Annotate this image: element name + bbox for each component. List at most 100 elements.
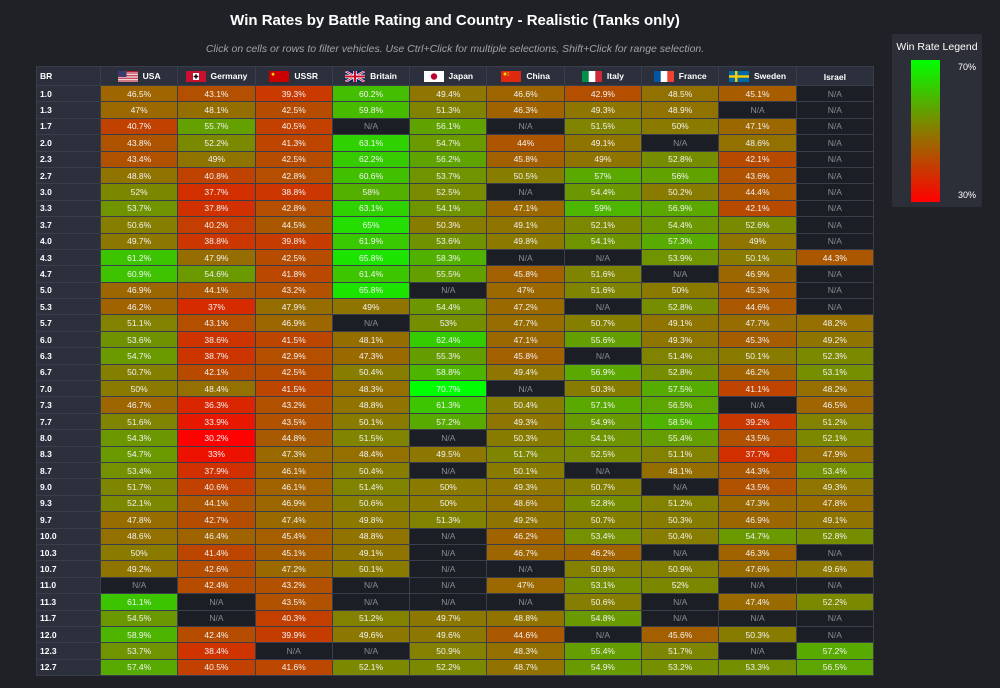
win-rate-cell[interactable]: 41.3% <box>254 134 333 152</box>
win-rate-cell[interactable]: 46.5% <box>795 396 875 414</box>
br-label[interactable]: 3.7 <box>36 216 101 234</box>
win-rate-cell[interactable]: 39.9% <box>254 625 333 644</box>
win-rate-cell[interactable]: 55.6% <box>563 330 643 349</box>
win-rate-cell[interactable]: 47.8% <box>99 511 179 529</box>
win-rate-cell[interactable]: 50.3% <box>409 216 488 234</box>
table-row[interactable]: 4.7 60.9% 54.6% 41.8% 61.4% 55.5% 45.8% 51.6% N/… <box>36 265 875 283</box>
win-rate-cell[interactable]: 50% <box>641 117 720 136</box>
win-rate-cell[interactable]: 57.1% <box>563 396 643 414</box>
win-rate-cell[interactable]: 48.2% <box>795 380 875 398</box>
win-rate-cell[interactable]: 46.7% <box>99 396 179 414</box>
win-rate-cell[interactable]: 37.7% <box>177 183 256 201</box>
win-rate-cell[interactable]: 44.3% <box>718 461 797 480</box>
win-rate-cell[interactable]: 54.7% <box>718 527 797 545</box>
win-rate-cell[interactable]: 54.1% <box>563 232 643 250</box>
win-rate-cell[interactable]: 57.2% <box>409 412 488 431</box>
win-rate-cell[interactable]: 50.1% <box>486 461 565 480</box>
win-rate-cell[interactable]: 51.6% <box>563 265 643 283</box>
win-rate-cell[interactable]: 42.5% <box>254 363 333 382</box>
table-row[interactable]: 1.0 46.5% 43.1% 39.3% 60.2% 49.4% 46.6% 42.9% 48… <box>36 84 875 103</box>
win-rate-cell[interactable]: 50.6% <box>563 593 643 611</box>
win-rate-cell[interactable]: 37.8% <box>177 199 256 218</box>
br-label[interactable]: 11.7 <box>36 609 101 627</box>
win-rate-cell[interactable]: 50.1% <box>331 412 411 431</box>
win-rate-cell[interactable]: 42.9% <box>254 347 333 365</box>
win-rate-cell[interactable]: 50.4% <box>331 363 411 382</box>
win-rate-cell[interactable]: 56.1% <box>409 117 488 136</box>
win-rate-cell[interactable]: 47.9% <box>795 445 875 463</box>
win-rate-cell[interactable]: 42.1% <box>718 150 797 168</box>
win-rate-cell[interactable]: 52.8% <box>563 494 643 513</box>
win-rate-cell[interactable]: 41.5% <box>254 330 333 349</box>
win-rate-cell[interactable]: 49% <box>177 150 256 168</box>
win-rate-cell[interactable]: 39.8% <box>254 232 333 250</box>
win-rate-cell[interactable]: 37.9% <box>177 461 256 480</box>
win-rate-cell[interactable]: 57.5% <box>641 380 720 398</box>
win-rate-cell[interactable]: N/A <box>795 543 875 562</box>
win-rate-cell[interactable]: 51.6% <box>563 281 643 300</box>
win-rate-cell[interactable]: 50.3% <box>486 429 565 447</box>
br-label[interactable]: 3.0 <box>36 183 101 201</box>
br-label[interactable]: 6.0 <box>36 330 101 349</box>
table-row[interactable]: 12.0 58.9% 42.4% 39.9% 49.6% 49.6% 44.6% N/A 45.… <box>36 625 875 644</box>
table-row[interactable]: 1.7 40.7% 55.7% 40.5% N/A 56.1% N/A 51.5% 50% 47.… <box>36 117 875 136</box>
country-header-china[interactable]: China <box>486 66 565 86</box>
win-rate-cell[interactable]: 57.3% <box>641 232 720 250</box>
win-rate-cell[interactable]: N/A <box>563 625 643 644</box>
br-label[interactable]: 4.3 <box>36 248 101 267</box>
win-rate-cell[interactable]: 47.7% <box>486 314 565 332</box>
win-rate-cell[interactable]: 50.7% <box>563 314 643 332</box>
win-rate-cell[interactable]: N/A <box>486 380 565 398</box>
win-rate-cell[interactable]: 61.3% <box>409 396 488 414</box>
br-label[interactable]: 4.0 <box>36 232 101 250</box>
win-rate-cell[interactable]: 56.9% <box>641 199 720 218</box>
win-rate-cell[interactable]: 58.8% <box>409 363 488 382</box>
win-rate-cell[interactable]: 41.1% <box>718 380 797 398</box>
win-rate-cell[interactable]: 50.3% <box>563 380 643 398</box>
table-row[interactable]: 7.7 51.6% 33.9% 43.5% 50.1% 57.2% 49.3% 54.9% 58… <box>36 412 875 431</box>
br-label[interactable]: 3.3 <box>36 199 101 218</box>
win-rate-cell[interactable]: 43.1% <box>177 314 256 332</box>
win-rate-cell[interactable]: 55.4% <box>563 642 643 660</box>
win-rate-cell[interactable]: N/A <box>254 642 333 660</box>
win-rate-cell[interactable]: 49.5% <box>409 445 488 463</box>
win-rate-cell[interactable]: 52.8% <box>641 363 720 382</box>
win-rate-cell[interactable]: 44% <box>486 134 565 152</box>
table-row[interactable]: 4.0 49.7% 38.8% 39.8% 61.9% 53.6% 49.8% 54.1% 57… <box>36 232 875 250</box>
win-rate-cell[interactable]: 50.1% <box>718 347 797 365</box>
win-rate-cell[interactable]: 62.2% <box>331 150 411 168</box>
win-rate-cell[interactable]: N/A <box>331 117 411 136</box>
win-rate-cell[interactable]: 54.4% <box>409 298 488 316</box>
table-row[interactable]: 9.3 52.1% 44.1% 46.9% 50.6% 50% 48.6% 52.8% 51.2… <box>36 494 875 513</box>
win-rate-cell[interactable]: N/A <box>795 625 875 644</box>
win-rate-cell[interactable]: 43.5% <box>718 478 797 496</box>
win-rate-cell[interactable]: 51.3% <box>409 101 488 119</box>
win-rate-cell[interactable]: 60.6% <box>331 166 411 185</box>
table-row[interactable]: 8.3 54.7% 33% 47.3% 48.4% 49.5% 51.7% 52.5% 51.1… <box>36 445 875 463</box>
win-rate-cell[interactable]: N/A <box>486 183 565 201</box>
win-rate-cell[interactable]: 50.6% <box>99 216 179 234</box>
win-rate-cell[interactable]: 44.3% <box>795 248 875 267</box>
win-rate-cell[interactable]: 43.8% <box>99 134 179 152</box>
win-rate-cell[interactable]: 46.9% <box>254 314 333 332</box>
win-rate-cell[interactable]: 40.8% <box>177 166 256 185</box>
win-rate-cell[interactable]: 70.7% <box>409 380 488 398</box>
win-rate-cell[interactable]: N/A <box>795 199 875 218</box>
win-rate-cell[interactable]: 51.1% <box>99 314 179 332</box>
win-rate-cell[interactable]: 50.6% <box>331 494 411 513</box>
win-rate-cell[interactable]: 50.4% <box>486 396 565 414</box>
br-label[interactable]: 10.7 <box>36 560 101 578</box>
win-rate-cell[interactable]: 47.6% <box>718 560 797 578</box>
win-rate-cell[interactable]: 47.1% <box>486 199 565 218</box>
win-rate-cell[interactable]: 43.2% <box>254 396 333 414</box>
win-rate-cell[interactable]: 38.7% <box>177 347 256 365</box>
win-rate-cell[interactable]: 50.3% <box>641 511 720 529</box>
win-rate-cell[interactable]: 63.1% <box>331 134 411 152</box>
country-header-germany[interactable]: Germany <box>177 66 256 86</box>
win-rate-cell[interactable]: 50.9% <box>641 560 720 578</box>
br-label[interactable]: 8.0 <box>36 429 101 447</box>
win-rate-cell[interactable]: N/A <box>718 576 797 595</box>
table-row[interactable]: 3.0 52% 37.7% 38.8% 58% 52.5% N/A 54.4% 50.2% 44.… <box>36 183 875 201</box>
table-row[interactable]: 12.7 57.4% 40.5% 41.6% 52.1% 52.2% 48.7% 54.9% 5… <box>36 658 875 677</box>
br-label[interactable]: 2.7 <box>36 166 101 185</box>
